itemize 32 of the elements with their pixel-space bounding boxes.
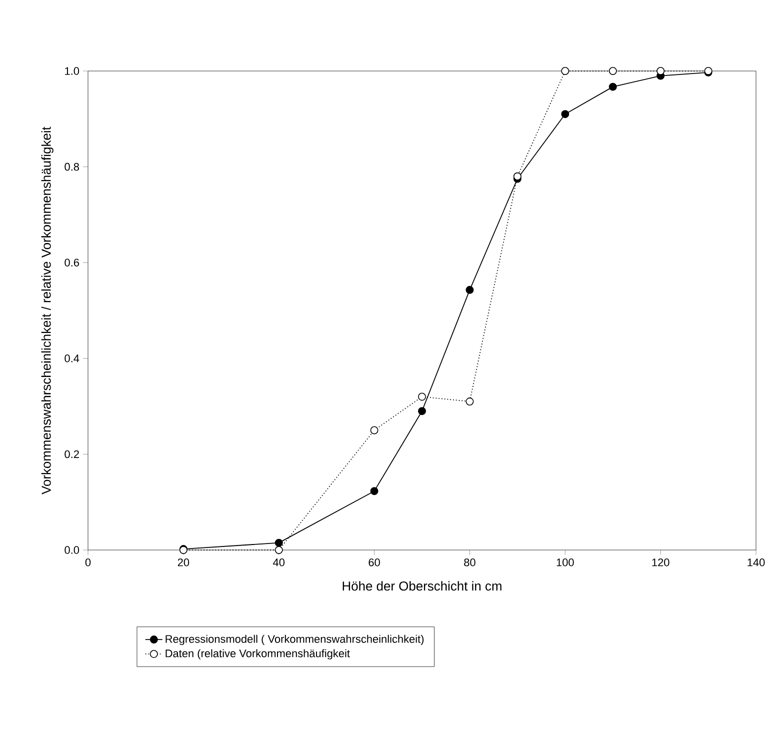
y-tick-label: 0.2	[64, 450, 79, 458]
y-tick-label: 0.6	[64, 258, 79, 266]
y-axis-title: Vorkommenswahrscheinlichkeit / relative Vorkommenshäufigkeit	[41, 126, 54, 494]
x-tick-label: 140	[748, 558, 765, 566]
legend-label: Daten (relative Vorkommenshäufigkeit	[166, 649, 350, 660]
point	[608, 82, 617, 91]
point	[274, 538, 283, 547]
point	[608, 67, 617, 75]
x-tick-label: 0	[85, 558, 91, 566]
point	[370, 487, 378, 496]
x-tick-label: 120	[652, 558, 670, 566]
x-tick-label: 20	[178, 558, 190, 566]
y-tick-label: 0.0	[64, 546, 80, 554]
point	[418, 392, 426, 401]
x-tick-label: 40	[273, 558, 285, 566]
point	[370, 426, 378, 434]
point	[466, 398, 474, 406]
point	[418, 407, 426, 416]
legend-label: Regressionsmodell ( Vorkommenswahrscheinlichkeit)	[166, 634, 424, 646]
point	[561, 110, 570, 118]
point	[513, 172, 522, 180]
y-tick-label: 0.8	[64, 162, 79, 171]
x-axis-title: Höhe der Oberschicht in cm	[342, 581, 502, 591]
point	[656, 67, 665, 75]
y-tick-label: 0.4	[64, 354, 80, 362]
point	[466, 286, 474, 294]
x-tick-label: 100	[556, 558, 574, 566]
point	[274, 546, 283, 554]
y-tick-label: 1.0	[65, 67, 80, 75]
point	[561, 67, 570, 75]
x-tick-label: 60	[368, 558, 380, 566]
x-tick-label: 80	[464, 558, 476, 566]
